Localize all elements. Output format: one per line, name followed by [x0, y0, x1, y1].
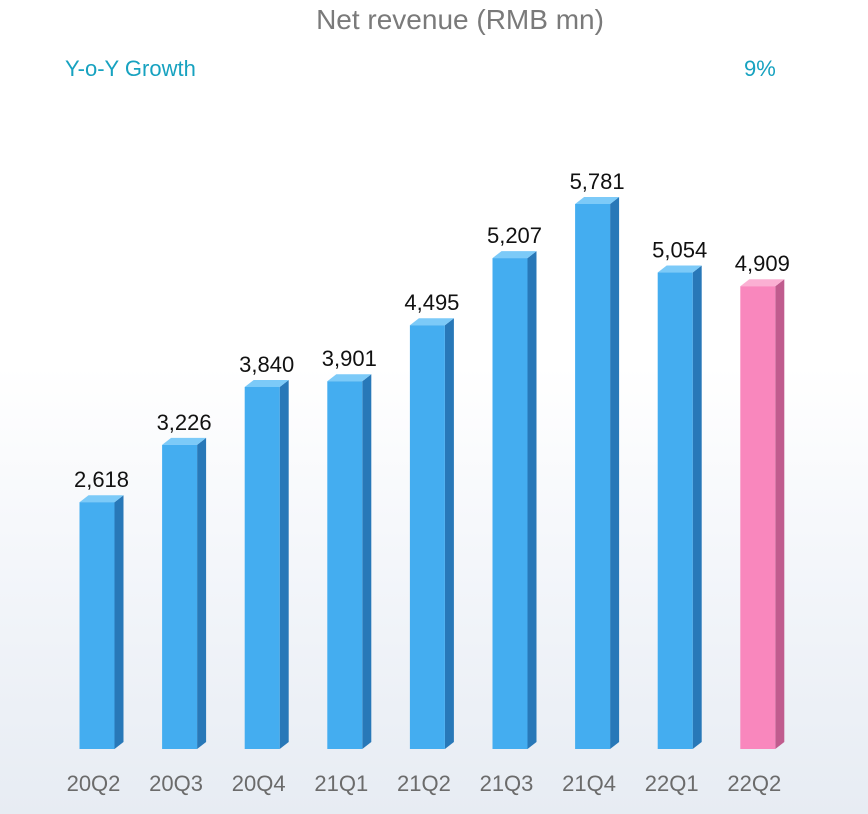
- bar-22Q1: [657, 272, 693, 749]
- value-label-20Q4: 3,840: [239, 352, 294, 377]
- bar-top-20Q3: [162, 437, 207, 445]
- value-label-21Q2: 4,495: [404, 290, 459, 315]
- category-label-21Q3: 21Q3: [480, 771, 534, 796]
- bar-22Q2: [740, 286, 776, 749]
- bar-side-22Q2: [775, 279, 785, 749]
- category-label-22Q1: 22Q1: [645, 771, 699, 796]
- value-label-22Q1: 5,054: [652, 238, 707, 263]
- category-label-20Q4: 20Q4: [232, 771, 286, 796]
- bar-side-21Q2: [444, 318, 454, 749]
- category-label-22Q2: 22Q2: [727, 771, 781, 796]
- bar-21Q2: [409, 325, 445, 749]
- bar-side-20Q3: [197, 437, 207, 749]
- value-label-21Q3: 5,207: [487, 223, 542, 248]
- bar-top-20Q2: [79, 495, 124, 503]
- category-label-21Q2: 21Q2: [397, 771, 451, 796]
- bar-20Q2: [79, 502, 115, 749]
- category-label-20Q3: 20Q3: [149, 771, 203, 796]
- value-label-20Q2: 2,618: [74, 467, 129, 492]
- bar-top-21Q2: [409, 318, 454, 326]
- bar-side-20Q2: [114, 495, 124, 749]
- bar-top-21Q3: [492, 251, 537, 259]
- bar-top-20Q4: [244, 379, 289, 387]
- value-label-21Q4: 5,781: [570, 169, 625, 194]
- bar-side-21Q3: [527, 251, 537, 750]
- bar-side-21Q1: [362, 374, 372, 749]
- yoy-growth-label: Y-o-Y Growth: [65, 56, 196, 81]
- bar-top-21Q4: [575, 197, 620, 204]
- category-label-21Q4: 21Q4: [562, 771, 616, 796]
- bar-side-22Q1: [692, 265, 702, 749]
- category-label-20Q2: 20Q2: [67, 771, 121, 796]
- bar-20Q4: [244, 386, 280, 749]
- bar-top-21Q1: [327, 374, 372, 382]
- value-label-21Q1: 3,901: [322, 346, 377, 371]
- bar-21Q4: [575, 204, 611, 749]
- value-label-22Q2: 4,909: [735, 251, 790, 276]
- bar-side-21Q4: [610, 197, 620, 749]
- yoy-growth-value: 9%: [744, 56, 776, 81]
- bar-side-20Q4: [279, 379, 289, 749]
- value-label-20Q3: 3,226: [157, 410, 212, 435]
- bar-top-22Q2: [740, 279, 785, 287]
- chart-title: Net revenue (RMB mn): [316, 4, 604, 35]
- category-label-21Q1: 21Q1: [314, 771, 368, 796]
- bar-21Q1: [327, 381, 363, 749]
- bar-21Q3: [492, 258, 528, 749]
- bar-20Q3: [162, 444, 198, 749]
- bar-top-22Q1: [657, 265, 702, 273]
